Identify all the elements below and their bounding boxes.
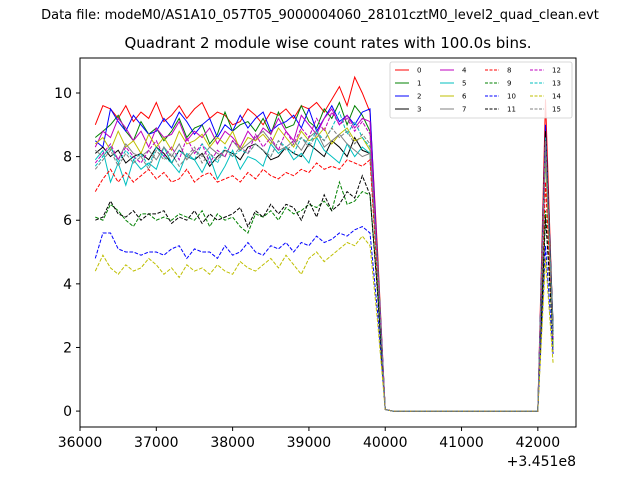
legend-label: 0 bbox=[417, 67, 421, 75]
x-tick-label: 37000 bbox=[134, 435, 179, 451]
series-line-12 bbox=[94, 110, 554, 412]
series-line-15 bbox=[94, 127, 554, 412]
x-tick-label: 36000 bbox=[58, 435, 103, 451]
y-tick-label: 6 bbox=[63, 213, 72, 229]
series-line-10 bbox=[94, 226, 554, 412]
legend-label: 3 bbox=[417, 106, 421, 114]
series-layer bbox=[94, 75, 554, 412]
x-tick-label: 42000 bbox=[516, 435, 561, 451]
legend-label: 9 bbox=[507, 80, 511, 88]
series-line-8 bbox=[94, 158, 554, 412]
legend-label: 11 bbox=[507, 106, 516, 114]
y-tick-label: 4 bbox=[63, 277, 72, 293]
legend-label: 2 bbox=[417, 93, 421, 101]
series-line-6 bbox=[94, 127, 554, 412]
y-tick-label: 2 bbox=[63, 340, 72, 356]
plot-frame bbox=[79, 57, 577, 428]
x-offset-label: +3.451e8 bbox=[507, 454, 576, 470]
legend-label: 12 bbox=[552, 67, 561, 75]
series-line-2 bbox=[94, 104, 554, 412]
x-tick-label: 38000 bbox=[210, 435, 255, 451]
legend-label: 8 bbox=[507, 67, 511, 75]
legend-label: 7 bbox=[462, 106, 466, 114]
legend-label: 14 bbox=[552, 93, 561, 101]
series-line-11 bbox=[95, 174, 554, 412]
series-line-14 bbox=[94, 235, 554, 412]
legend-label: 6 bbox=[462, 93, 467, 101]
y-tick-label: 8 bbox=[63, 150, 72, 166]
x-tick-label: 41000 bbox=[439, 435, 484, 451]
legend-label: 15 bbox=[552, 106, 561, 114]
legend-label: 13 bbox=[552, 80, 561, 88]
series-line-1 bbox=[94, 101, 554, 412]
y-tick-label: 0 bbox=[63, 404, 72, 420]
legend-box bbox=[389, 61, 573, 119]
legend-label: 4 bbox=[462, 67, 467, 75]
x-tick-label: 40000 bbox=[363, 435, 408, 451]
chart-title: Quadrant 2 module wise count rates with … bbox=[124, 34, 532, 52]
legend-label: 10 bbox=[507, 93, 516, 101]
y-tick-label: 10 bbox=[54, 86, 72, 102]
legend-label: 1 bbox=[417, 80, 421, 88]
figure-suptitle: Data file: modeM0/AS1A10_057T05_90000040… bbox=[41, 8, 599, 23]
axes-layer: 36000 37000 38000 39000 40000 41000 42000 0 2 4 6 8… bbox=[54, 57, 577, 451]
legend-label: 5 bbox=[462, 80, 466, 88]
x-tick-label: 39000 bbox=[287, 435, 332, 451]
series-line-9 bbox=[95, 180, 554, 412]
